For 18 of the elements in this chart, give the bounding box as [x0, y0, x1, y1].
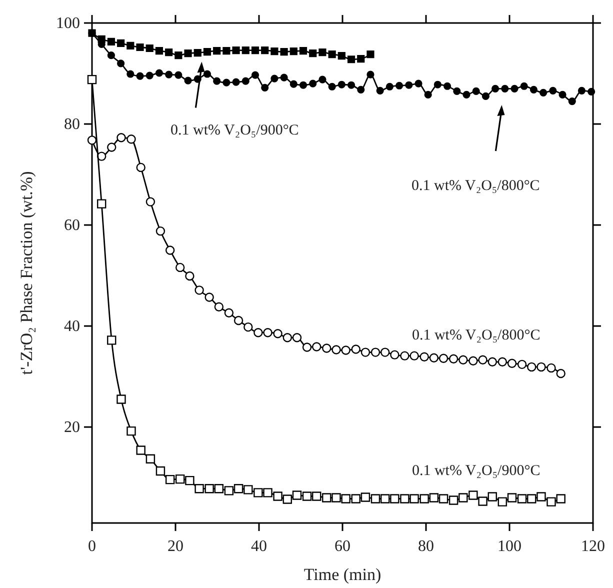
annotation: 0.1 wt% V₂O₅/800°C	[412, 327, 540, 344]
x-tick-label: 20	[168, 538, 184, 555]
x-tick-label: 120	[581, 538, 605, 555]
annotation: 0.1 wt% V₂O₅/800°C	[412, 178, 540, 194]
y-axis-title: t'-ZrO₂ Phase Fraction (wt.%)	[17, 171, 36, 375]
x-tick-label: 60	[334, 538, 350, 555]
y-tick-label: 20	[64, 419, 80, 436]
y-tick-label: 100	[56, 15, 80, 32]
y-tick-label: 60	[64, 217, 80, 234]
x-tick-label: 40	[251, 538, 267, 555]
annotation: 0.1 wt% V₂O₅/900°C	[170, 122, 299, 139]
y-tick-label: 80	[64, 116, 80, 134]
annotation: 0.1 wt% V₂O₅/900°C	[412, 462, 540, 479]
x-axis-title: Time (min)	[304, 565, 382, 584]
x-tick-label: 100	[498, 538, 522, 555]
x-tick-label: 0	[88, 538, 96, 555]
y-tick-label: 40	[64, 318, 80, 336]
x-tick-label: 80	[418, 538, 434, 555]
